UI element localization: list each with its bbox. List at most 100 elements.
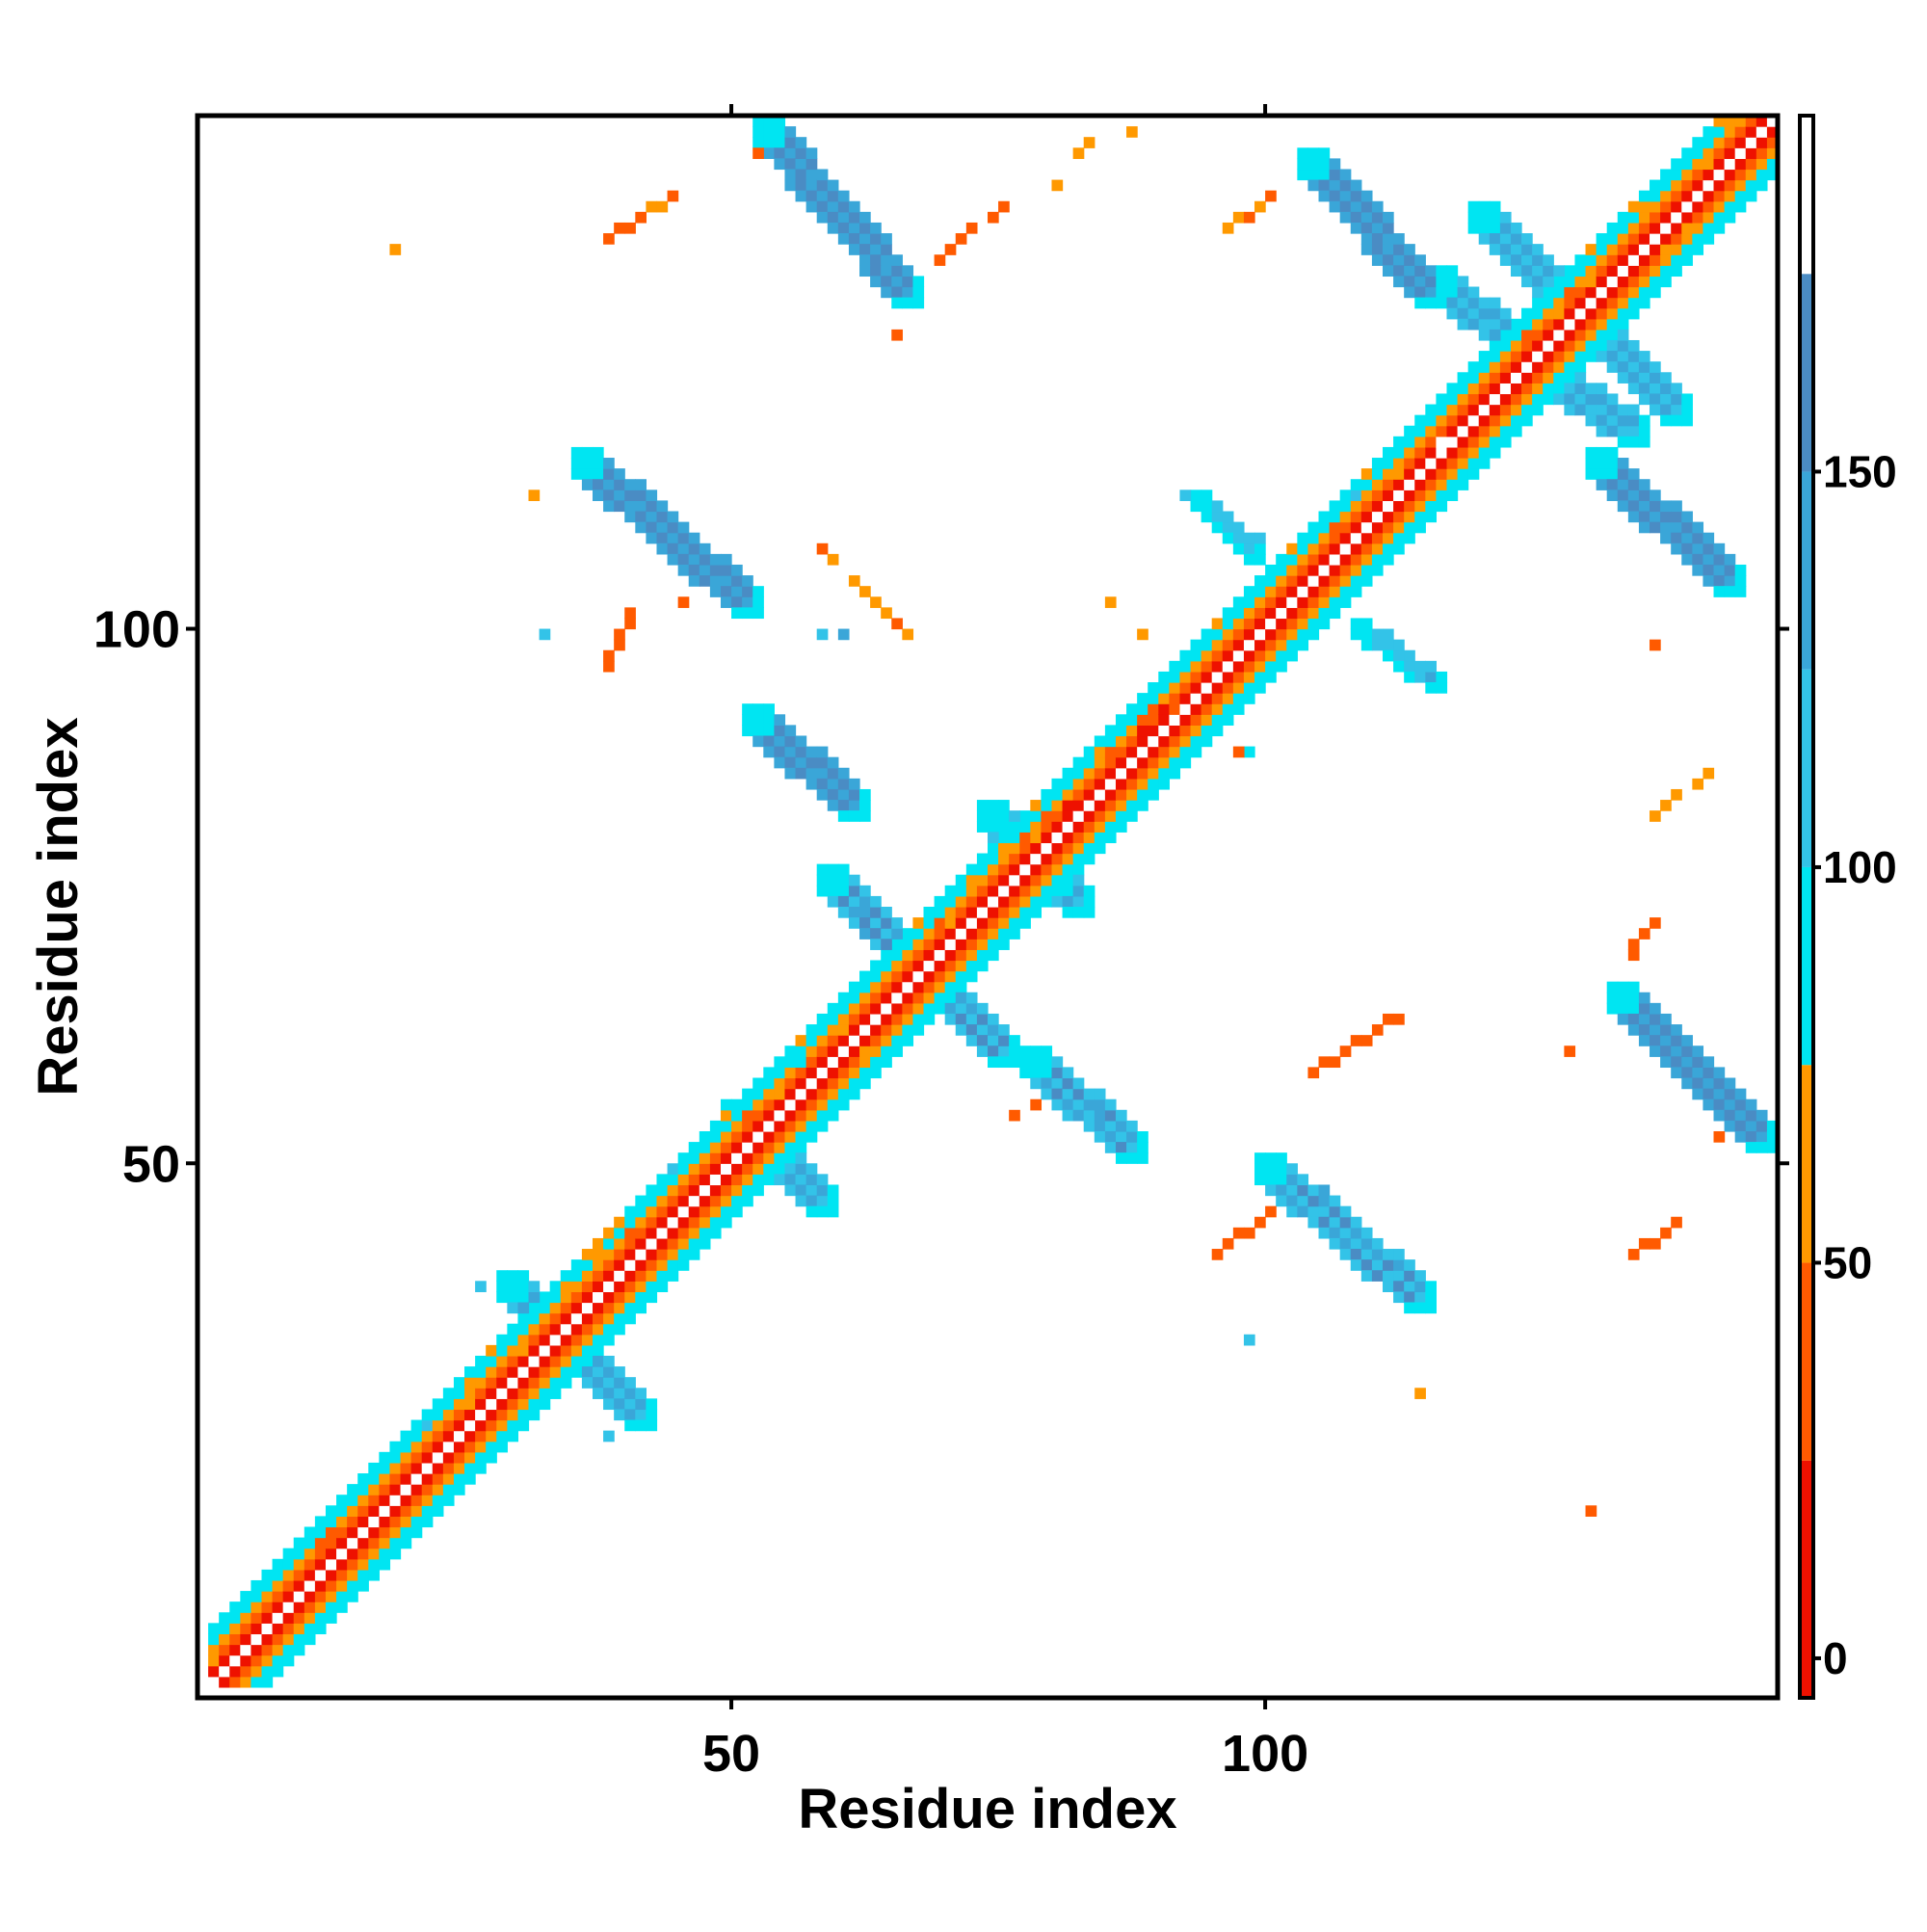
contact-cell — [912, 1024, 925, 1036]
contact-cell — [368, 1462, 380, 1474]
contact-cell — [1286, 586, 1298, 597]
contact-cell — [1510, 318, 1522, 331]
contact-cell — [988, 874, 999, 887]
contact-cell — [1446, 286, 1459, 299]
diagonal-cell — [774, 1109, 786, 1122]
contact-cell — [752, 735, 764, 748]
contact-cell — [1393, 543, 1405, 555]
contact-cell — [1115, 821, 1127, 833]
contact-cell — [1617, 286, 1629, 299]
contact-cell — [827, 895, 839, 908]
contact-cell — [1243, 628, 1255, 641]
contact-cell — [1083, 778, 1095, 790]
contact-cell — [1339, 521, 1352, 534]
contact-cell — [1371, 628, 1384, 641]
contact-cell — [1190, 746, 1202, 758]
contact-cell — [923, 949, 936, 962]
contact-cell — [1467, 307, 1480, 320]
contact-cell — [763, 1142, 775, 1153]
contact-cell — [1030, 1056, 1043, 1069]
contact-cell — [1211, 703, 1224, 715]
contact-cell — [1467, 446, 1480, 459]
contact-cell — [1265, 1205, 1277, 1218]
contact-cell — [603, 1237, 615, 1250]
contact-cell — [379, 1516, 391, 1528]
diagonal-cell — [1222, 660, 1234, 673]
contact-cell — [1383, 244, 1394, 255]
contact-cell — [774, 1152, 786, 1164]
contact-cell — [859, 586, 871, 597]
contact-cell — [1446, 265, 1459, 278]
contact-cell — [1627, 244, 1640, 255]
contact-cell — [870, 907, 882, 918]
contact-cell — [1030, 800, 1043, 811]
contact-cell — [1393, 446, 1405, 459]
contact-cell — [1627, 939, 1640, 950]
diagonal-cell — [304, 1579, 316, 1592]
contact-cell — [1425, 490, 1438, 502]
diagonal-cell — [881, 1002, 892, 1015]
contact-cell — [891, 1024, 903, 1036]
contact-cell — [1072, 895, 1085, 908]
contact-cell — [859, 211, 871, 224]
contact-cell — [955, 1002, 967, 1015]
contact-cell — [1393, 436, 1405, 448]
contact-cell — [1671, 1035, 1682, 1046]
contact-cell — [795, 1077, 807, 1090]
contact-cell — [496, 1441, 508, 1453]
contact-cell — [581, 1249, 594, 1260]
contact-cell — [1713, 179, 1726, 192]
contact-cell — [614, 500, 625, 513]
contact-cell — [400, 1505, 412, 1517]
contact-cell — [1383, 521, 1394, 534]
contact-cell — [1179, 725, 1192, 737]
contact-cell — [976, 885, 989, 897]
contact-cell — [1478, 307, 1491, 320]
contact-cell — [1681, 222, 1693, 234]
y-axis-title: Residue index — [27, 717, 90, 1096]
contact-cell — [528, 1377, 541, 1389]
contact-cell — [848, 1024, 860, 1036]
contact-cell — [1222, 628, 1234, 641]
contact-cell — [1489, 222, 1501, 234]
contact-cell — [379, 1451, 391, 1464]
contact-cell — [624, 1312, 636, 1325]
contact-cell — [1404, 458, 1415, 469]
contact-cell — [1190, 649, 1202, 662]
contact-cell — [325, 1505, 337, 1517]
diagonal-cell — [581, 1302, 594, 1314]
colorbar-band — [1800, 669, 1813, 867]
contact-cell — [988, 917, 999, 929]
contact-cell — [763, 714, 775, 726]
contact-cell — [1627, 233, 1640, 245]
diagonal-cell — [251, 1633, 263, 1646]
contact-cell — [1650, 1013, 1661, 1025]
contact-cell — [1596, 414, 1608, 427]
contact-cell — [517, 1291, 530, 1304]
contact-cell — [1478, 222, 1491, 234]
contact-cell — [763, 116, 775, 127]
contact-cell — [1521, 307, 1533, 320]
contact-cell — [539, 1323, 551, 1336]
contact-cell — [635, 1409, 647, 1421]
contact-cell — [1627, 361, 1640, 373]
contact-cell — [1638, 1002, 1650, 1015]
contact-cell — [614, 222, 625, 234]
contact-cell — [1019, 1067, 1031, 1079]
contact-cell — [805, 1174, 818, 1186]
contact-cell — [1734, 158, 1747, 171]
contact-cell — [1383, 222, 1394, 234]
contact-cell — [902, 297, 914, 309]
diagonal-cell — [1307, 575, 1320, 587]
contact-cell — [902, 265, 914, 278]
contact-cell — [934, 895, 946, 908]
contact-cell — [507, 1355, 519, 1367]
contact-cell — [677, 1249, 690, 1260]
diagonal-cell — [891, 992, 903, 1004]
contact-cell — [1393, 1013, 1405, 1025]
contact-cell — [1404, 254, 1415, 266]
contact-cell — [1137, 800, 1148, 811]
contact-cell — [421, 1441, 434, 1453]
contact-cell — [955, 949, 967, 962]
contact-cell — [1724, 190, 1736, 202]
